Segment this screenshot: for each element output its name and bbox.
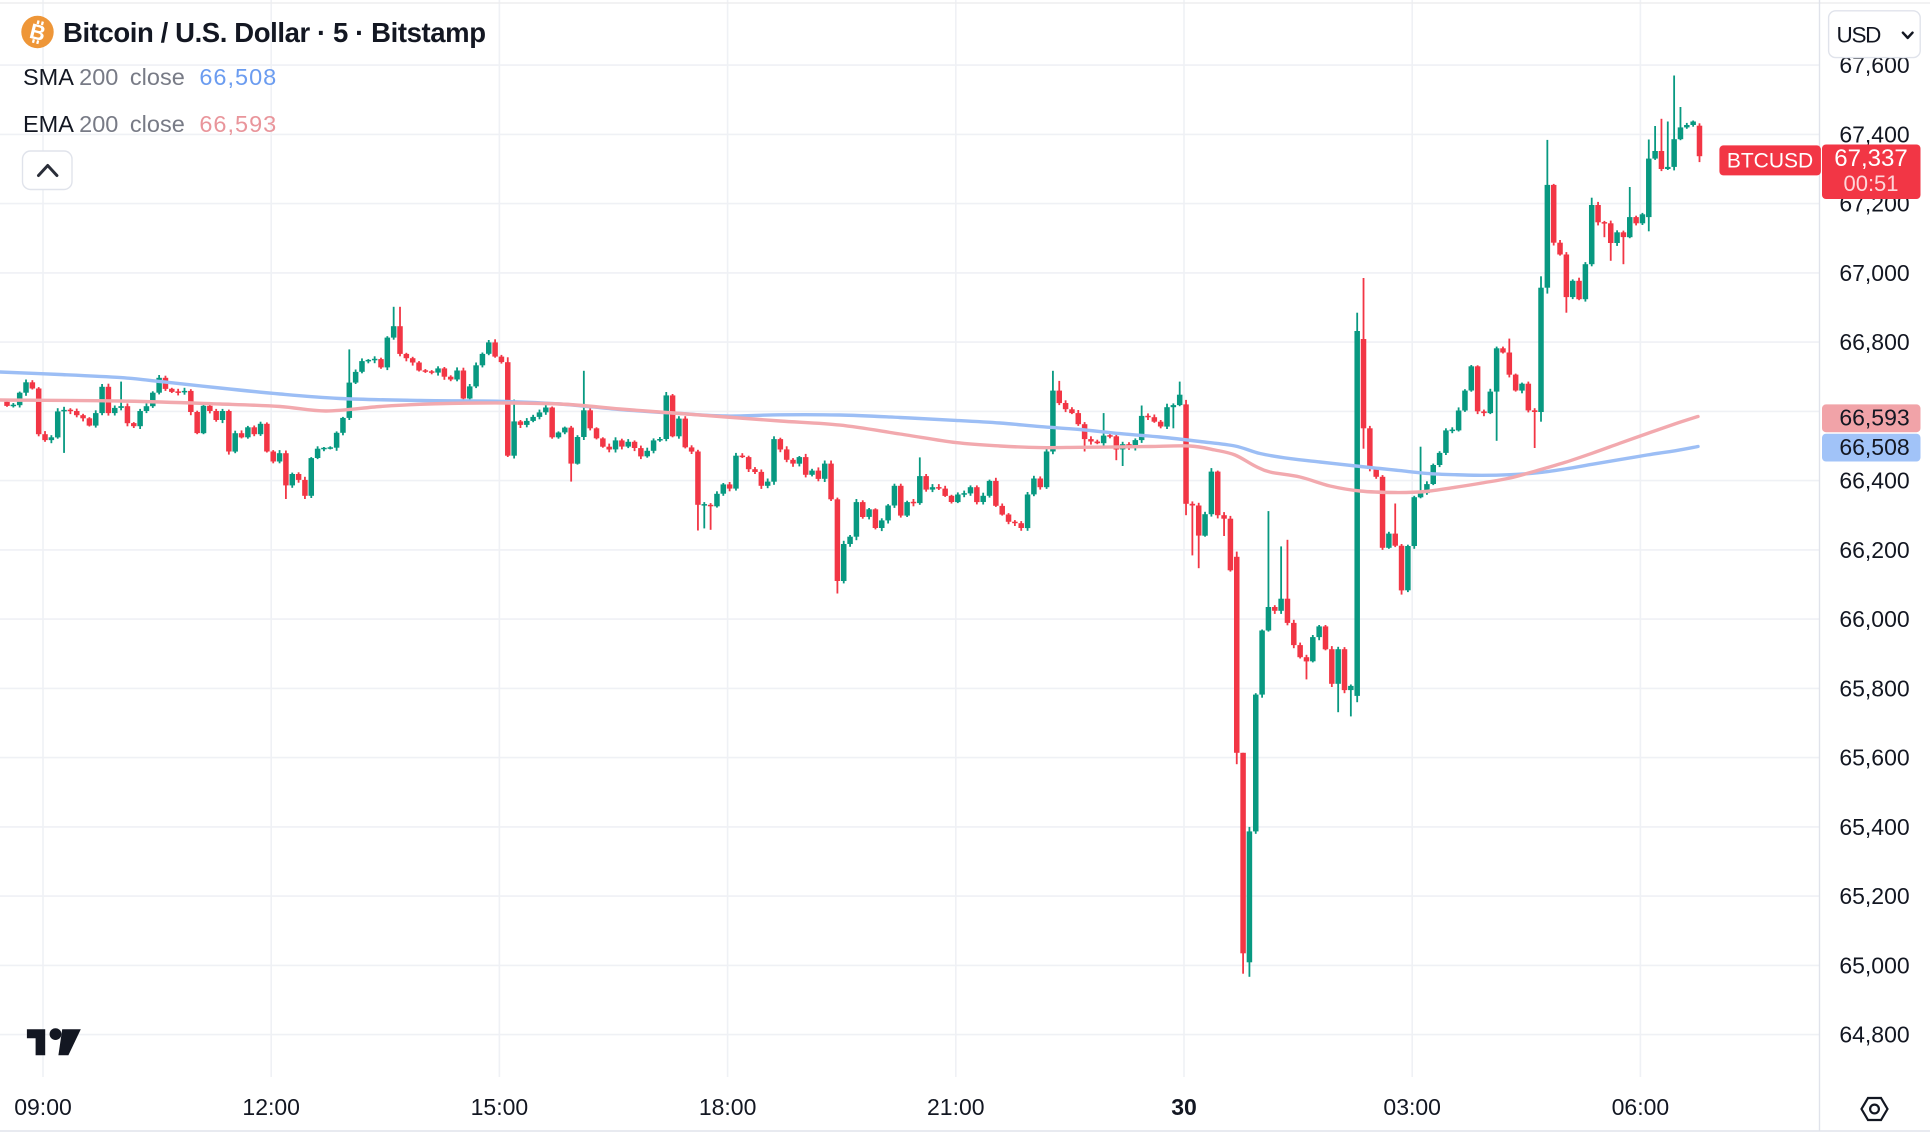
- svg-text:09:00: 09:00: [14, 1094, 72, 1120]
- svg-text:65,600: 65,600: [1839, 745, 1909, 771]
- svg-text:15:00: 15:00: [471, 1094, 529, 1120]
- svg-text:64,800: 64,800: [1839, 1022, 1909, 1048]
- svg-text:66,400: 66,400: [1839, 468, 1909, 494]
- svg-text:00:51: 00:51: [1843, 171, 1898, 196]
- svg-text:EMA 200 close 66,593: EMA 200 close 66,593: [23, 111, 277, 137]
- svg-text:67,337: 67,337: [1834, 145, 1907, 172]
- svg-text:66,800: 66,800: [1839, 329, 1909, 355]
- svg-text:66,200: 66,200: [1839, 537, 1909, 563]
- svg-text:SMA 200 close 66,508: SMA 200 close 66,508: [23, 64, 277, 90]
- svg-text:18:00: 18:00: [699, 1094, 757, 1120]
- svg-text:65,800: 65,800: [1839, 675, 1909, 701]
- svg-text:67,400: 67,400: [1839, 121, 1909, 147]
- svg-text:65,000: 65,000: [1839, 952, 1909, 978]
- svg-text:USD: USD: [1837, 23, 1882, 48]
- svg-text:21:00: 21:00: [927, 1094, 985, 1120]
- svg-text:65,200: 65,200: [1839, 883, 1909, 909]
- svg-text:66,000: 66,000: [1839, 606, 1909, 632]
- svg-text:06:00: 06:00: [1612, 1094, 1670, 1120]
- svg-text:03:00: 03:00: [1383, 1094, 1441, 1120]
- svg-text:30: 30: [1171, 1094, 1197, 1120]
- svg-text:Bitcoin / U.S. Dollar · 5 · Bi: Bitcoin / U.S. Dollar · 5 · Bitstamp: [63, 17, 486, 48]
- svg-text:67,000: 67,000: [1839, 260, 1909, 286]
- svg-text:66,508: 66,508: [1839, 434, 1909, 460]
- svg-text:BTCUSD: BTCUSD: [1727, 150, 1813, 173]
- svg-text:B: B: [27, 19, 48, 46]
- svg-text:12:00: 12:00: [242, 1094, 300, 1120]
- svg-text:65,400: 65,400: [1839, 814, 1909, 840]
- svg-text:66,593: 66,593: [1839, 405, 1909, 431]
